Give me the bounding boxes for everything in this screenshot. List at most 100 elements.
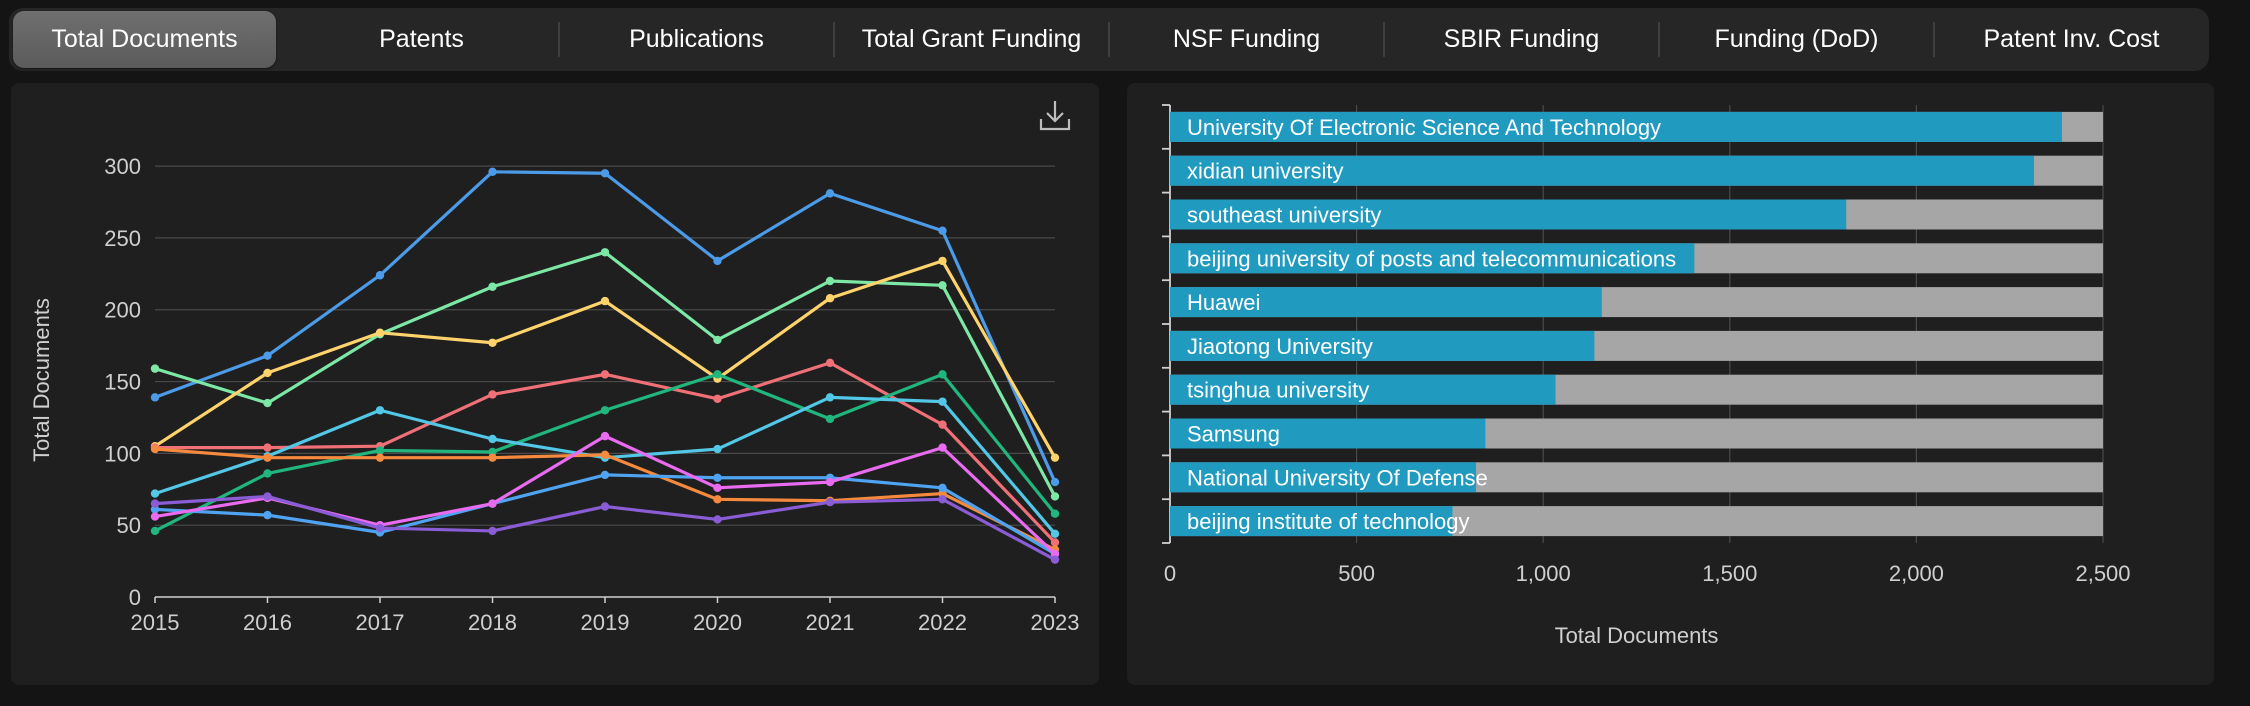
- data-point[interactable]: [713, 495, 722, 504]
- data-point[interactable]: [150, 393, 160, 402]
- data-point[interactable]: [375, 453, 385, 462]
- data-point[interactable]: [600, 470, 610, 480]
- data-point[interactable]: [488, 167, 497, 177]
- data-point[interactable]: [825, 393, 835, 402]
- data-point[interactable]: [150, 489, 160, 498]
- data-point[interactable]: [375, 523, 385, 533]
- data-point[interactable]: [150, 364, 160, 373]
- data-point[interactable]: [825, 189, 835, 198]
- data-point[interactable]: [263, 492, 272, 501]
- data-point[interactable]: [150, 444, 160, 454]
- bar-value[interactable]: [1170, 199, 1847, 230]
- bar-value[interactable]: [1170, 506, 1453, 537]
- data-point[interactable]: [1050, 549, 1060, 559]
- data-point[interactable]: [825, 498, 835, 507]
- data-point[interactable]: [488, 282, 497, 291]
- data-point[interactable]: [600, 296, 610, 306]
- data-point[interactable]: [375, 271, 385, 280]
- data-point[interactable]: [600, 502, 610, 511]
- data-point[interactable]: [375, 446, 385, 455]
- data-point[interactable]: [263, 453, 272, 462]
- data-point[interactable]: [938, 443, 947, 452]
- bar-label: Samsung: [1187, 422, 1280, 447]
- x-tick-label: 0: [1164, 561, 1176, 586]
- data-point[interactable]: [938, 281, 947, 290]
- data-point[interactable]: [263, 469, 272, 478]
- tab-nsf-funding[interactable]: NSF Funding: [1172, 25, 1321, 53]
- data-point[interactable]: [263, 368, 272, 378]
- tab-total-documents[interactable]: Total Documents: [13, 11, 276, 68]
- bar-value[interactable]: [1170, 287, 1602, 318]
- data-point[interactable]: [150, 512, 160, 521]
- data-point[interactable]: [938, 420, 947, 429]
- data-point[interactable]: [713, 515, 722, 524]
- data-point[interactable]: [600, 169, 610, 178]
- data-point[interactable]: [713, 335, 722, 345]
- download-icon[interactable]: [1039, 99, 1071, 135]
- data-point[interactable]: [600, 431, 610, 441]
- data-point[interactable]: [488, 453, 497, 462]
- data-point[interactable]: [938, 370, 947, 379]
- data-point[interactable]: [150, 499, 160, 508]
- data-point[interactable]: [938, 483, 947, 493]
- data-point[interactable]: [938, 495, 947, 504]
- data-point[interactable]: [488, 447, 497, 457]
- tab-funding-dod[interactable]: Funding (DoD): [1714, 25, 1879, 53]
- series-line-3[interactable]: [154, 259, 1057, 459]
- data-point[interactable]: [825, 414, 835, 424]
- data-point[interactable]: [600, 248, 610, 257]
- tab-publications[interactable]: Publications: [629, 25, 764, 53]
- bar-value[interactable]: [1170, 462, 1477, 493]
- data-point[interactable]: [713, 444, 722, 454]
- data-point[interactable]: [600, 370, 610, 379]
- data-point[interactable]: [938, 226, 947, 235]
- data-point[interactable]: [488, 390, 497, 399]
- tab-patents[interactable]: Patents: [379, 25, 464, 53]
- data-point[interactable]: [375, 406, 385, 415]
- data-point[interactable]: [713, 473, 722, 482]
- data-point[interactable]: [825, 276, 835, 286]
- data-point[interactable]: [825, 358, 835, 368]
- data-point[interactable]: [150, 526, 160, 536]
- data-point[interactable]: [488, 434, 497, 444]
- data-point[interactable]: [1050, 509, 1060, 518]
- data-point[interactable]: [938, 256, 947, 266]
- data-point[interactable]: [1050, 555, 1060, 564]
- data-point[interactable]: [825, 294, 835, 303]
- bar-value[interactable]: [1170, 330, 1595, 361]
- series-line-6[interactable]: [154, 395, 1057, 535]
- bar-value[interactable]: [1170, 243, 1695, 274]
- bar-value[interactable]: [1170, 418, 1486, 449]
- data-point[interactable]: [263, 510, 272, 520]
- bar-value[interactable]: [1170, 374, 1556, 405]
- data-point[interactable]: [713, 483, 722, 493]
- data-point[interactable]: [600, 406, 610, 415]
- data-point[interactable]: [1050, 453, 1060, 462]
- data-point[interactable]: [263, 351, 272, 360]
- data-point[interactable]: [713, 370, 722, 379]
- x-tick-label: 2015: [131, 610, 180, 635]
- tab-sbir-funding[interactable]: SBIR Funding: [1443, 25, 1600, 53]
- bar-value[interactable]: [1170, 155, 2034, 186]
- data-point[interactable]: [713, 256, 722, 266]
- data-point[interactable]: [1050, 538, 1060, 547]
- tab-total-grant-funding[interactable]: Total Grant Funding: [861, 25, 1082, 53]
- data-point[interactable]: [600, 450, 610, 459]
- data-point[interactable]: [938, 397, 947, 406]
- data-point[interactable]: [488, 526, 497, 536]
- data-point[interactable]: [375, 328, 385, 337]
- data-point[interactable]: [1050, 492, 1060, 501]
- series-line-8[interactable]: [154, 473, 1056, 556]
- data-point[interactable]: [825, 477, 835, 487]
- tab-patent-inv-cost[interactable]: Patent Inv. Cost: [1983, 25, 2160, 53]
- data-point[interactable]: [1050, 529, 1060, 538]
- data-point[interactable]: [263, 443, 272, 452]
- data-point[interactable]: [488, 499, 497, 508]
- data-point[interactable]: [1050, 477, 1060, 487]
- bar-value[interactable]: [1170, 111, 2062, 142]
- data-point[interactable]: [150, 505, 160, 514]
- data-point[interactable]: [263, 398, 272, 408]
- data-point[interactable]: [488, 338, 497, 347]
- data-point[interactable]: [713, 394, 722, 403]
- data-point[interactable]: [938, 489, 947, 498]
